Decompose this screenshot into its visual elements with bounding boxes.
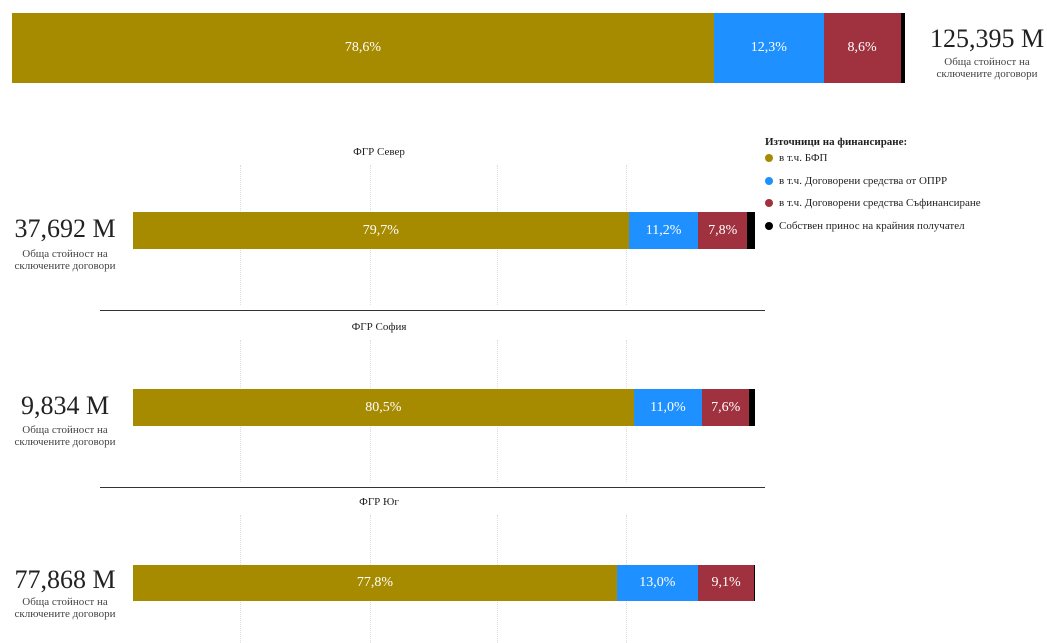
total-value: 9,834 M [20, 391, 110, 420]
bar-segment [749, 389, 755, 426]
legend-item: в т.ч. Договорени средства от ОПРР [765, 175, 947, 187]
legend-title: Източници на финансиране: [765, 136, 908, 148]
bar-segment: 11,0% [633, 389, 703, 426]
separator [100, 487, 765, 488]
stacked-bar: 80,5% 11,0% 7,6% [133, 389, 755, 426]
data-label: 77,8% [356, 575, 394, 590]
bar-segment: 77,8% [133, 565, 617, 601]
total-caption: Обща стойност на сключените договори [14, 248, 116, 272]
total-value: 77,868 M [14, 565, 116, 594]
legend-swatch [765, 154, 773, 162]
total-value: 125,395 M [929, 24, 1045, 53]
legend-swatch [765, 221, 773, 230]
stacked-bar: 79,7% 11,2% 7,8% [133, 212, 755, 249]
legend-label: в т.ч. БФП [779, 152, 828, 164]
bar-segment [746, 212, 755, 249]
bar-segment: 7,8% [698, 212, 747, 249]
total-caption: Обща стойност на сключените договори [14, 596, 116, 620]
bar-segment: 80,5% [133, 389, 634, 426]
legend-item: Собствен принос на крайния получател [765, 220, 965, 232]
bar-segment: 9,1% [697, 565, 755, 601]
legend-swatch [765, 199, 773, 207]
total-caption: Обща стойност на сключените договори [936, 56, 1038, 80]
data-label: 11,2% [645, 222, 682, 238]
data-label: 8,6% [847, 40, 877, 55]
total-value: 37,692 M [14, 214, 116, 243]
data-label: 9,1% [711, 575, 741, 590]
data-label: 78,6% [344, 40, 382, 55]
bar-segment: 12,3% [713, 13, 824, 83]
legend-swatch [765, 176, 773, 185]
data-label: 80,5% [365, 399, 402, 415]
data-label: 79,7% [362, 222, 399, 238]
stacked-bar: 78,6% 12,3% 8,6% [12, 13, 905, 83]
panel-title: ФГР Юг [359, 496, 399, 508]
bar-segment: 79,7% [133, 212, 629, 249]
data-label: 11,0% [650, 399, 686, 415]
bar-segment: 78,6% [12, 13, 714, 83]
bar-segment [754, 565, 755, 601]
total-caption: Обща стойност на сключените договори [14, 424, 116, 448]
bar-segment: 11,2% [628, 212, 699, 249]
data-label: 7,8% [708, 222, 738, 238]
data-label: 12,3% [750, 40, 787, 55]
legend-label: Собствен принос на крайния получател [779, 219, 965, 232]
separator [100, 310, 765, 311]
stacked-bar: 77,8% 13,0% 9,1% [133, 565, 755, 601]
data-label: 13,0% [639, 575, 676, 590]
data-label: 7,6% [711, 399, 741, 415]
bar-segment [900, 13, 905, 83]
panel-title: ФГР Север [353, 146, 405, 158]
panel-title: ФГР София [351, 321, 407, 333]
bar-segment: 13,0% [616, 565, 698, 601]
legend-label: в т.ч. Договорени средства от ОПРР [779, 174, 948, 187]
legend-item: в т.ч. БФП [765, 152, 828, 164]
legend-label: в т.ч. Договорени средства Съфинансиране [779, 197, 981, 209]
bar-segment: 8,6% [823, 13, 901, 83]
legend-item: в т.ч. Договорени средства Съфинансиране [765, 197, 981, 209]
bar-segment: 7,6% [702, 389, 750, 426]
